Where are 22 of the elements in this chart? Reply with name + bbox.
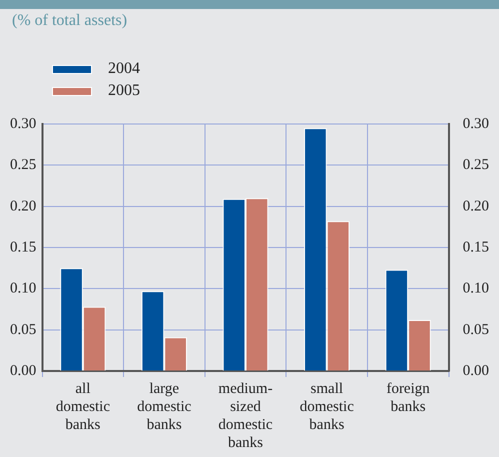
y-tick-label: 0.05 [10, 322, 36, 338]
x-tick-label: all domestic banks [56, 380, 110, 433]
legend-label: 2004 [108, 60, 140, 78]
y2-tick-label: 0.20 [462, 198, 489, 214]
y2-tick-label: 0.00 [462, 362, 489, 379]
y2-tick-label: 0.30 [462, 116, 489, 132]
x-tick-label: foreign banks [386, 380, 430, 415]
y-tick-label: 0.25 [10, 157, 36, 174]
x-tick-label: large domestic banks [137, 380, 192, 433]
y2-tick-label: 0.15 [462, 239, 489, 256]
y-tick-label: 0.20 [10, 198, 36, 214]
y-tick-label: 0.00 [10, 362, 36, 379]
y2-tick-label: 0.25 [462, 157, 489, 174]
x-tick-label: small domestic banks [300, 380, 354, 433]
legend-label: 2005 [108, 82, 140, 100]
y-tick-label: 0.30 [10, 116, 36, 132]
y2-tick-label: 0.05 [462, 322, 489, 338]
x-tick-label: medium-sized domestic banks [218, 380, 273, 451]
y-tick-label: 0.10 [10, 280, 36, 297]
chart-subtitle: (% of total assets) [12, 12, 128, 30]
y-tick-label: 0.15 [10, 239, 36, 256]
y2-tick-label: 0.10 [462, 280, 489, 297]
